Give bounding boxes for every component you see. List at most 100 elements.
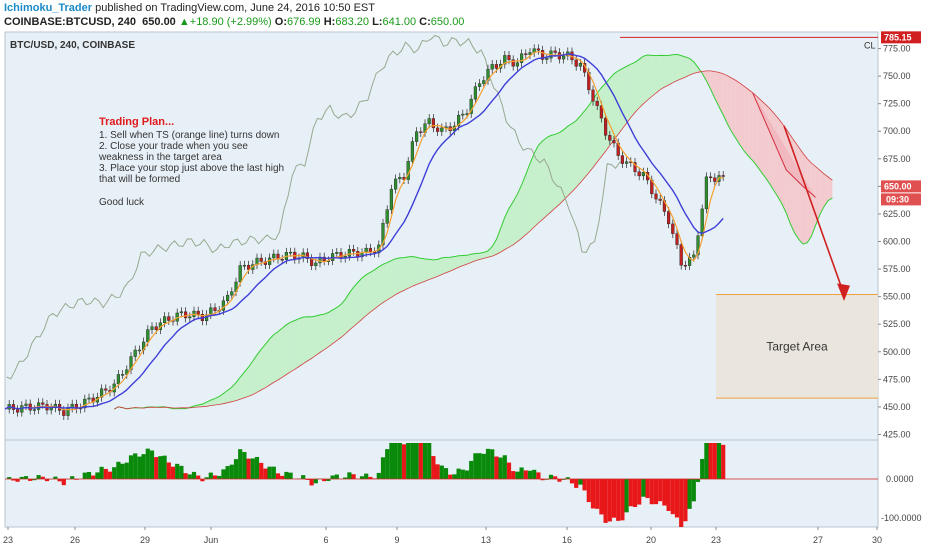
oscillator-bar <box>179 465 184 479</box>
oscillator-bar <box>200 479 205 482</box>
y-tick-label: 425.00 <box>883 429 911 439</box>
cloud-segment <box>236 377 241 401</box>
candle-body <box>608 135 612 141</box>
cloud-segment <box>345 292 350 334</box>
candle-body <box>154 326 158 330</box>
candle-body <box>633 162 637 172</box>
candle-body <box>83 398 87 409</box>
oscillator-bar <box>250 458 255 479</box>
cloud-segment <box>273 331 278 383</box>
oscillator-bar <box>540 479 545 481</box>
cloud-segment <box>332 307 337 344</box>
cloud-segment <box>420 258 425 283</box>
plan-line: that will be formed <box>99 174 181 185</box>
cloud-segment <box>215 396 220 405</box>
cloud-segment <box>462 255 467 266</box>
candle-body <box>179 311 183 314</box>
cloud-segment <box>446 257 451 273</box>
oscillator-bar <box>112 467 117 479</box>
oscillator-bar <box>637 479 642 505</box>
oscillator-bar <box>301 475 306 479</box>
y-tick-label: 525.00 <box>883 319 911 329</box>
candle-body <box>490 64 494 70</box>
cloud-segment <box>744 86 749 157</box>
cloud-segment <box>324 312 329 350</box>
up-arrow-icon: ▲ <box>178 16 190 28</box>
candle-body <box>381 223 385 246</box>
oscillator-bar <box>145 448 150 479</box>
oscillator-bar <box>452 474 457 479</box>
candle-body <box>515 62 519 67</box>
candle-body <box>654 193 658 200</box>
oscillator-bar <box>679 479 684 527</box>
oscillator-bar <box>485 448 491 479</box>
oscillator-bar <box>246 458 251 479</box>
candle-body <box>347 249 351 257</box>
cloud-segment <box>525 163 530 235</box>
cloud-segment <box>286 322 291 375</box>
oscillator-bar <box>569 479 575 484</box>
oscillator-bar <box>86 471 92 479</box>
oscillator-panel <box>4 439 879 528</box>
cloud-segment <box>580 110 585 183</box>
cloud-segment <box>521 174 526 239</box>
oscillator-bar <box>695 479 701 482</box>
x-tick-label: 13 <box>481 535 491 545</box>
last-price: 650.00 <box>142 16 176 28</box>
cloud-segment <box>551 134 556 212</box>
candle-body <box>133 349 137 357</box>
candle-body <box>511 59 515 67</box>
change: +18.90 (+2.99%) <box>189 16 272 28</box>
oscillator-bar <box>620 479 625 521</box>
candle-body <box>473 86 477 100</box>
cloud-segment <box>252 354 257 395</box>
candle-body <box>553 50 557 53</box>
price-chart[interactable]: Target Area CL 425.00 450.00 475.00 500.00 525… <box>0 30 932 550</box>
candle-body <box>700 208 704 236</box>
candle-body <box>692 254 696 258</box>
oscillator-bar <box>557 479 562 482</box>
open-value: 676.99 <box>287 16 321 28</box>
candle-body <box>146 329 150 343</box>
author-link[interactable]: Ichimoku_Trader <box>4 2 93 14</box>
oscillator-bar <box>95 472 100 479</box>
oscillator-bar <box>120 463 125 479</box>
cloud-segment <box>257 349 262 393</box>
cloud-segment <box>824 173 829 207</box>
cloud-segment <box>412 256 417 287</box>
oscillator-bar <box>351 474 356 479</box>
oscillator-bar <box>137 456 142 479</box>
oscillator-bar <box>469 460 474 479</box>
oscillator-bar <box>284 471 289 479</box>
countdown-tag <box>881 193 921 206</box>
cloud-segment <box>614 70 619 140</box>
oscillator-bar <box>233 459 239 479</box>
oscillator-bar <box>397 443 402 479</box>
cl-price-tag-text: 785.15 <box>884 32 912 42</box>
y-tick-label: 675.00 <box>883 154 911 164</box>
cloud-segment <box>311 315 316 359</box>
oscillator-bar <box>414 443 419 479</box>
oscillator-bar <box>494 456 499 479</box>
cloud-segment <box>299 317 304 367</box>
oscillator-bar <box>141 454 146 479</box>
cloud-segment <box>517 184 522 242</box>
cloud-segment <box>336 304 341 341</box>
cloud-segment <box>265 339 270 388</box>
oscillator-bar <box>406 443 411 479</box>
oscillator-bar <box>653 479 659 505</box>
candle-body <box>213 307 217 311</box>
candle-body <box>289 251 293 254</box>
candle-body <box>415 131 419 142</box>
candle-body <box>62 410 66 416</box>
oscillator-bar <box>628 479 633 507</box>
oscillator-bar <box>506 462 512 479</box>
cloud-segment <box>349 287 354 331</box>
oscillator-bar <box>254 456 260 479</box>
oscillator-bar <box>632 479 638 508</box>
cloud-segment <box>307 316 312 362</box>
cloud-segment <box>341 299 346 338</box>
cloud-segment <box>748 89 753 161</box>
candle-body <box>150 326 154 330</box>
y-tick-label: 500.00 <box>883 347 911 357</box>
